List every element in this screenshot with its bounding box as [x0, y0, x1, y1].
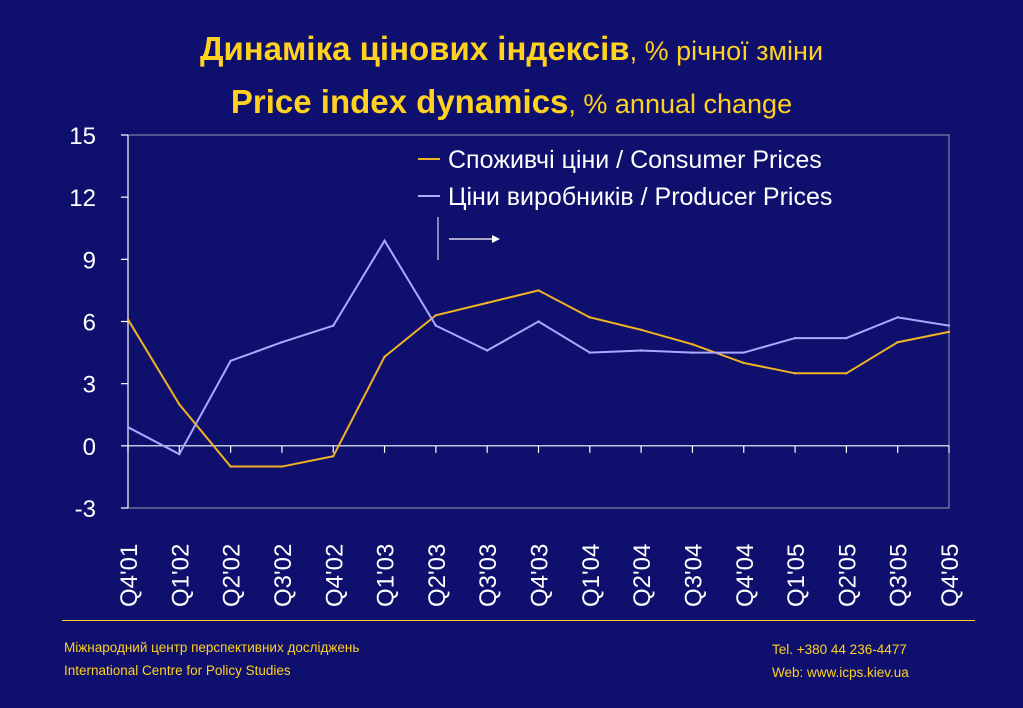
- producer-prices-point: [896, 316, 899, 319]
- consumer-prices-point: [537, 289, 540, 292]
- y-tick-label: -3: [75, 496, 96, 523]
- price-index-chart: 15 12 9 6 3 0 -3 Q4'01 Q1'02 Q2'02 Q3'02 Q4'02 Q1'03…: [69, 123, 964, 607]
- consumer-prices-point: [588, 316, 592, 319]
- annotation-arrow-head: [492, 235, 500, 243]
- x-tick-label: Q4'02: [321, 544, 348, 607]
- y-tick-label: 12: [69, 185, 96, 212]
- y-tick-label: 3: [83, 372, 96, 399]
- org-name-ukrainian: Міжнародний центр перспективних дослідже…: [64, 640, 360, 655]
- consumer-prices-point: [845, 372, 848, 375]
- title-ua-bold: Динаміка цінових індексів: [199, 30, 630, 67]
- producer-prices-point: [280, 341, 284, 344]
- producer-prices-point: [383, 239, 386, 242]
- producer-prices-point: [332, 324, 335, 327]
- legend-consumer-label: Споживчі ціни / Consumer Prices: [448, 146, 822, 174]
- consumer-prices-point: [485, 301, 489, 305]
- x-tick-label: Q4'01: [116, 544, 143, 607]
- footer-organization: Міжнародний центр перспективних дослідже…: [64, 636, 359, 682]
- legend-producer-label: Ціни виробників / Producer Prices: [448, 183, 832, 211]
- footer-divider: [62, 620, 975, 621]
- x-tick-label: Q4'04: [732, 544, 759, 607]
- x-tick-label: Q3'02: [270, 544, 297, 607]
- y-tick-label: 0: [83, 434, 96, 461]
- x-tick-label: Q2'02: [219, 544, 246, 607]
- consumer-prices-point: [332, 454, 335, 458]
- producer-prices-point: [947, 324, 951, 327]
- consumer-prices-point: [691, 343, 694, 346]
- producer-prices-point: [742, 351, 745, 354]
- producer-prices-point: [691, 351, 694, 354]
- consumer-prices-point: [742, 361, 745, 365]
- x-tick-label: Q1'02: [167, 544, 194, 607]
- title-en-bold: Price index dynamics: [230, 83, 569, 120]
- consumer-prices-point: [793, 372, 797, 375]
- producer-prices-point: [537, 320, 540, 323]
- consumer-prices-point: [280, 465, 284, 468]
- producer-prices-point: [639, 349, 643, 352]
- producer-prices-point: [126, 425, 130, 429]
- y-tick-label: 9: [83, 247, 96, 274]
- slide-title: Динаміка цінових індексів, % річної змін…: [0, 26, 1023, 132]
- producer-prices-point: [845, 336, 848, 340]
- title-en-rest: , % annual change: [568, 89, 793, 119]
- x-tick-label: Q4'05: [937, 544, 964, 607]
- x-tick-label: Q3'05: [886, 544, 913, 607]
- consumer-prices-point: [178, 403, 181, 406]
- consumer-prices-point: [126, 318, 130, 321]
- contact-website[interactable]: Web: www.icps.kiev.ua: [772, 665, 909, 680]
- x-tick-label: Q1'03: [373, 544, 400, 607]
- consumer-prices-point: [383, 355, 386, 358]
- y-tick-label: 6: [83, 310, 96, 337]
- footer-contacts: Tel. +380 44 236-4477 Web: www.icps.kiev…: [772, 638, 909, 684]
- title-line-ukrainian: Динаміка цінових індексів, % річної змін…: [0, 26, 1023, 79]
- y-tick-label: 15: [69, 123, 96, 150]
- org-name-english: International Centre for Policy Studies: [64, 663, 291, 678]
- producer-prices-point: [229, 359, 232, 363]
- title-ua-rest: , % річної зміни: [629, 36, 824, 66]
- producer-prices-point: [793, 336, 797, 340]
- consumer-prices-point: [896, 341, 899, 344]
- consumer-prices-point: [947, 330, 951, 334]
- x-tick-label: Q3'04: [680, 544, 707, 607]
- consumer-prices-point: [639, 328, 643, 331]
- x-tick-label: Q3'03: [475, 544, 502, 607]
- consumer-prices-point: [229, 465, 232, 468]
- consumer-prices-point: [434, 314, 438, 317]
- x-tick-label: Q1'05: [783, 544, 810, 607]
- x-tick-label: Q1'04: [578, 544, 605, 607]
- title-line-english: Price index dynamics, % annual change: [0, 79, 1023, 132]
- x-tick-label: Q2'04: [629, 544, 656, 607]
- x-tick-label: Q2'03: [424, 544, 451, 607]
- x-tick-label: Q4'03: [527, 544, 554, 607]
- producer-prices-point: [434, 324, 438, 327]
- producer-prices-point: [178, 452, 181, 456]
- x-tick-label: Q2'05: [834, 544, 861, 607]
- contact-telephone: Tel. +380 44 236-4477: [772, 642, 907, 657]
- producer-prices-point: [588, 351, 592, 354]
- producer-prices-point: [485, 349, 489, 352]
